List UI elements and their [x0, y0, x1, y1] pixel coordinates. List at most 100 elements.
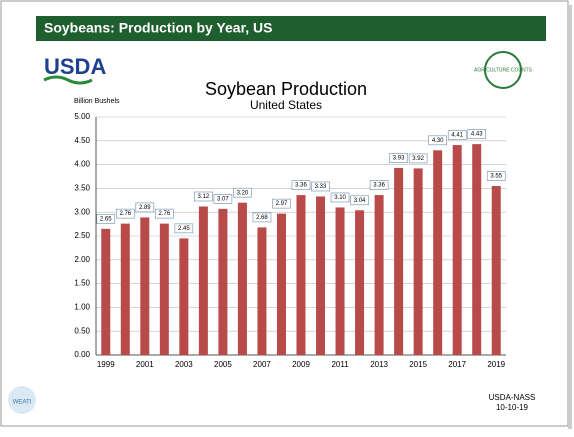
bar	[394, 167, 404, 355]
bar	[491, 186, 501, 355]
chart-subtitle: United States	[250, 98, 322, 112]
bar	[374, 195, 384, 355]
value-label-box	[135, 202, 155, 213]
value-label-box	[369, 180, 389, 190]
header: Soybeans: Production by Year, US	[44, 20, 272, 36]
bar	[120, 223, 130, 355]
value-label: 2.76	[158, 211, 170, 217]
bar	[198, 206, 208, 355]
y-tick-label: 0.50	[74, 326, 90, 335]
value-label-box	[291, 180, 311, 190]
value-label: 4.43	[471, 132, 483, 138]
footer-logo: WEATI	[13, 400, 32, 406]
value-label-box	[330, 192, 350, 203]
bar	[452, 145, 462, 355]
bar	[335, 207, 345, 355]
value-label: 2.97	[276, 201, 288, 207]
y-tick-label: 3.50	[74, 184, 90, 193]
value-label-box	[428, 135, 447, 146]
value-label: 2.68	[256, 215, 268, 221]
y-axis-label: Billion Bushels	[74, 98, 120, 105]
bar	[413, 168, 423, 355]
value-label: 3.36	[373, 183, 385, 189]
value-label-box	[486, 171, 506, 181]
x-tick-label: 2011	[331, 360, 349, 369]
value-label: 3.55	[490, 174, 502, 180]
value-label: 3.93	[393, 156, 405, 162]
value-label: 2.89	[139, 205, 151, 211]
value-label: 3.92	[412, 156, 424, 162]
bar	[296, 195, 306, 355]
value-label: 2.76	[119, 211, 131, 217]
bar	[140, 217, 150, 355]
bar	[159, 223, 169, 355]
x-tick-label: 2001	[136, 360, 154, 369]
x-tick-label: 2005	[214, 360, 232, 369]
bar	[101, 228, 111, 355]
value-label-box	[467, 129, 487, 139]
value-label-box	[447, 130, 467, 140]
x-tick-label: 2017	[448, 360, 466, 369]
y-tick-label: 3.00	[74, 207, 90, 216]
usda-logo: USDA	[44, 54, 106, 79]
value-label-box	[350, 195, 369, 206]
footer-source: USDA-NASS	[489, 393, 536, 402]
bar	[237, 202, 247, 355]
y-tick-label: 1.50	[74, 279, 90, 288]
y-tick-label: 2.00	[74, 255, 90, 264]
value-label: 2.65	[100, 216, 112, 222]
value-label-box	[389, 153, 408, 163]
bar	[179, 238, 189, 355]
y-tick-label: 2.50	[74, 231, 90, 240]
value-label-box	[174, 223, 194, 234]
logo-circle	[484, 51, 522, 89]
value-label: 4.30	[432, 138, 444, 144]
value-label: 2.45	[178, 226, 190, 232]
value-label-box	[272, 198, 291, 209]
value-label: 3.36	[295, 183, 307, 189]
value-label-box	[233, 187, 252, 198]
logo-swoosh	[43, 75, 93, 85]
y-tick-label: 0.00	[74, 350, 90, 359]
chart-title: Soybean Production	[205, 79, 367, 99]
value-label-box	[194, 191, 213, 202]
value-label-box	[252, 212, 272, 223]
value-label: 3.12	[198, 194, 210, 200]
counts-logo: AGRICULTURE COUNTS	[474, 67, 533, 73]
bar	[433, 150, 443, 355]
bar	[472, 144, 482, 355]
y-tick-label: 1.00	[74, 303, 90, 312]
value-label: 3.07	[217, 196, 229, 202]
x-tick-label: 2015	[409, 360, 427, 369]
value-label: 3.10	[334, 195, 346, 201]
value-label: 3.33	[315, 184, 327, 190]
x-tick-label: 2003	[175, 360, 193, 369]
x-tick-label: 2019	[487, 360, 505, 369]
footer-date: 10-10-19	[496, 403, 529, 412]
bar	[276, 213, 286, 355]
value-label: 3.20	[237, 190, 249, 196]
value-label-box	[213, 194, 233, 204]
header-bar	[36, 16, 546, 41]
x-tick-label: 1999	[97, 360, 115, 369]
y-tick-label: 5.00	[74, 112, 90, 121]
x-tick-label: 2013	[370, 360, 388, 369]
value-label-box	[115, 208, 135, 219]
value-label: 3.04	[354, 198, 366, 204]
footer-logo-circle	[8, 386, 36, 414]
value-label-box	[311, 181, 330, 192]
bar	[218, 208, 228, 355]
value-label: 4.41	[451, 133, 463, 139]
shadow	[568, 5, 572, 429]
value-label-box	[408, 153, 428, 164]
bar	[355, 210, 365, 355]
value-label-box	[155, 208, 174, 219]
bar	[257, 227, 267, 355]
y-tick-label: 4.50	[74, 136, 90, 145]
value-label-box	[96, 214, 116, 224]
bar	[316, 196, 326, 355]
x-tick-label: 2007	[253, 360, 271, 369]
x-tick-label: 2009	[292, 360, 310, 369]
y-tick-label: 4.00	[74, 160, 90, 169]
